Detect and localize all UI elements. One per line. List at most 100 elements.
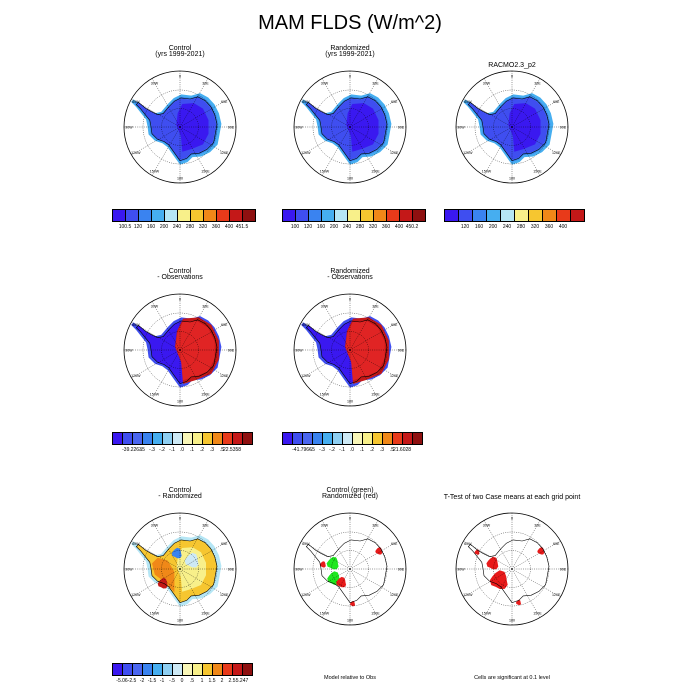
longitude-label: 120W: [131, 593, 141, 597]
colorbar-swatch: [393, 433, 403, 444]
colorbar-labels: -5.06 -2.5 -2 -1.5 -1 -.5 0 .5 1 1.5 2 2.5 5.247: [112, 678, 253, 686]
colorbar-swatch: [363, 433, 373, 444]
colorbar-swatch: [361, 210, 374, 221]
colorbar-swatch: [213, 664, 223, 675]
colorbar-swatch: [153, 664, 163, 675]
colorbar-swatch: [413, 210, 425, 221]
meridian-line: [179, 520, 209, 570]
longitude-label: 90W: [295, 349, 303, 353]
colorbar-label: 360: [211, 224, 221, 230]
meridian-line: [131, 98, 181, 128]
coastline: [467, 96, 550, 161]
longitude-label: 150E: [533, 612, 542, 616]
colorbar-swatch: [335, 210, 348, 221]
panel-title: Control (green): [326, 487, 374, 494]
colorbar-swatch: [153, 433, 163, 444]
longitude-label: 30E: [202, 304, 209, 308]
longitude-label: 150E: [371, 612, 380, 616]
longitude-label: 60E: [391, 100, 398, 104]
map-fill: [301, 93, 392, 165]
map-fill: [463, 93, 554, 165]
map-border: [455, 512, 569, 626]
fill-plateau-diff: [176, 547, 206, 592]
coastline: [305, 538, 388, 603]
colorbar: 120 160 200 240 280 320 360 400: [444, 209, 585, 232]
colorbar: 100 120 160 200 240 280 320 360 400 450.2: [282, 209, 426, 232]
longitude-label: 120E: [552, 593, 561, 597]
polar-map: 0 30E 60E 90E 120E 150E 180 150W 120W 90W 60W 30W: [293, 512, 407, 626]
longitude-label: 90E: [560, 126, 567, 130]
longitude-label: 120W: [301, 151, 311, 155]
meridian-line: [321, 349, 351, 399]
latitude-circle: [312, 89, 388, 165]
colorbar-swatch: [203, 664, 213, 675]
colorbar-swatch: [163, 433, 173, 444]
meridian-line: [131, 126, 181, 156]
meridian-line: [483, 78, 513, 128]
colorbar-label: .5: [389, 447, 395, 453]
colorbar-swatch: [283, 433, 293, 444]
latitude-circle: [142, 531, 218, 607]
colorbar-labels: -39.2263 -.5 -.3 -.2 -.1 .0 .1 .2 .3 .5 22.5358: [112, 447, 253, 455]
meridian-line: [349, 126, 379, 176]
longitude-label: 180: [177, 619, 183, 623]
fill-west-diff: [152, 557, 175, 593]
meridian-line: [321, 568, 351, 618]
longitude-label: 90E: [398, 349, 405, 353]
latitude-circle: [142, 89, 218, 165]
colorbar-swatch: [303, 433, 313, 444]
meridian-line: [179, 126, 229, 156]
colorbar-label: .1: [189, 447, 195, 453]
longitude-label: 60W: [464, 100, 472, 104]
colorbar-swatch: [213, 433, 223, 444]
meridian-line: [349, 98, 399, 128]
meridian-line: [511, 126, 541, 176]
colorbar-boxes: [282, 209, 426, 222]
longitude-label: 150W: [320, 170, 330, 174]
panel-subtitle: - Randomized: [158, 493, 202, 500]
longitude-label: 150W: [150, 393, 160, 397]
longitude-label: 180: [347, 400, 353, 404]
longitude-label: 0: [179, 517, 181, 521]
colorbar-label: -2.5: [127, 678, 137, 684]
longitude-label: 120W: [463, 151, 473, 155]
meridian-line: [349, 321, 399, 351]
longitude-label: 30E: [202, 523, 209, 527]
colorbar-swatch: [309, 210, 322, 221]
colorbar-swatch: [152, 210, 165, 221]
meridian-line: [179, 568, 229, 598]
longitude-label: 30E: [372, 81, 379, 85]
colorbar-swatch: [459, 210, 473, 221]
longitude-label: 150E: [201, 612, 210, 616]
longitude-label: 30E: [534, 81, 541, 85]
colorbar-swatch: [501, 210, 515, 221]
longitude-label: 0: [349, 298, 351, 302]
longitude-label: 90E: [560, 568, 567, 572]
longitude-label: 150W: [482, 170, 492, 174]
longitude-label: 90E: [228, 126, 235, 130]
colorbar-swatch: [123, 433, 133, 444]
longitude-label: 150W: [150, 612, 160, 616]
colorbar-swatch: [178, 210, 191, 221]
main-title: MAM FLDS (W/m^2): [258, 12, 442, 34]
colorbar-label: -.3: [149, 447, 155, 453]
fill-plateau: [508, 103, 541, 152]
colorbar-label: 160: [146, 224, 156, 230]
colorbar-swatch: [243, 664, 252, 675]
fill-red-region: [375, 547, 383, 555]
longitude-label: 30W: [151, 81, 159, 85]
colorbar-swatch: [183, 433, 193, 444]
colorbar-label: 2: [220, 678, 224, 684]
colorbar-label: 22.5358: [222, 447, 242, 453]
meridian-line: [179, 349, 209, 399]
colorbar-label: 320: [530, 224, 540, 230]
colorbar-swatch: [400, 210, 413, 221]
colorbar-boxes: [112, 432, 253, 445]
colorbar-label: -39.2263: [122, 447, 142, 453]
colorbar-label: 1.5: [208, 678, 216, 684]
panel-title: Randomized: [330, 45, 370, 52]
longitude-label: 0: [349, 75, 351, 79]
longitude-label: 180: [347, 619, 353, 623]
longitude-label: 120W: [301, 593, 311, 597]
panel-ttest: T-Test of two Case means at each grid po…: [444, 487, 581, 681]
